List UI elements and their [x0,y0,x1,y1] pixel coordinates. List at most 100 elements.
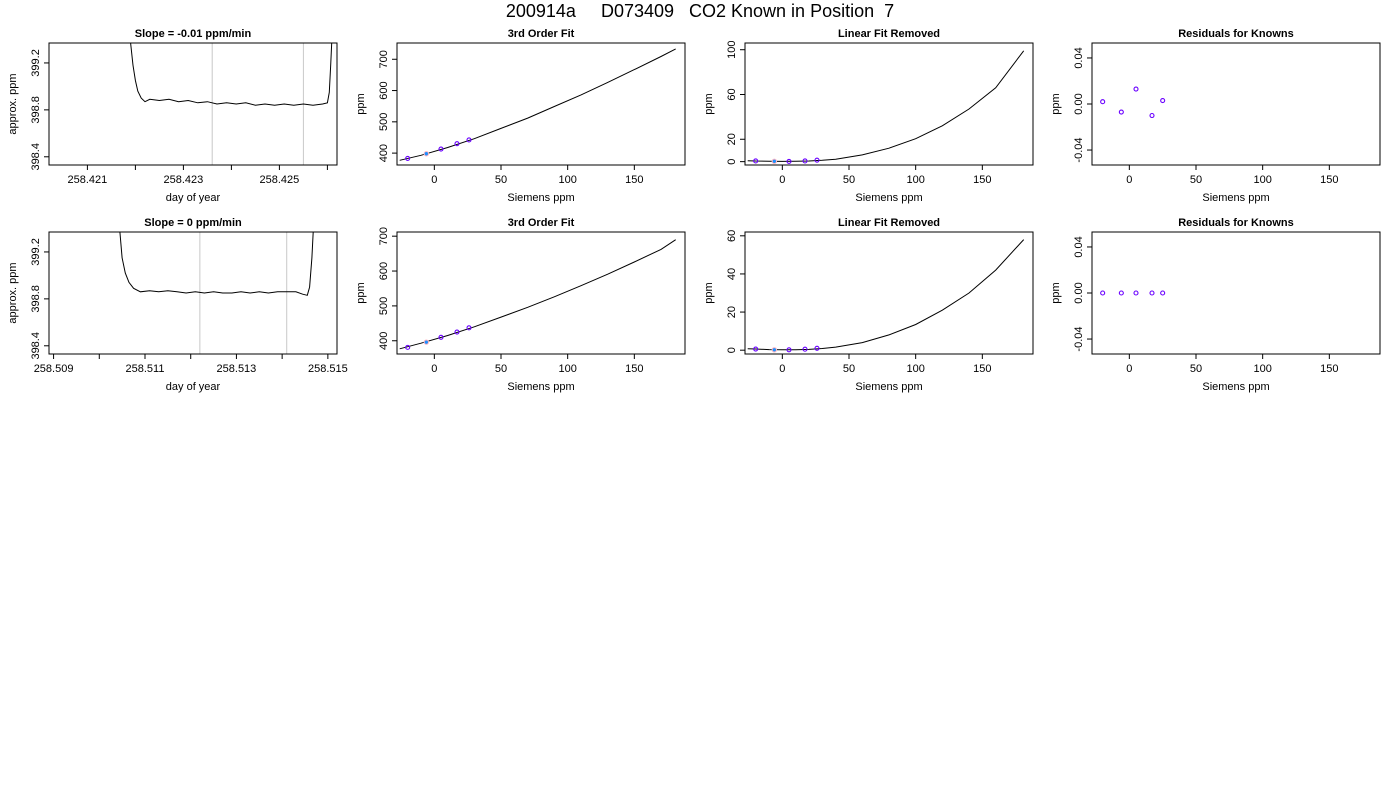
x-axis-label: Siemens ppm [1202,381,1269,393]
y-tick-label: -0.04 [1073,326,1085,351]
plot-area [1100,290,1166,296]
y-tick-label: 20 [726,133,738,145]
x-axis-label: Siemens ppm [1202,192,1269,204]
y-tick-label: 398.4 [30,332,42,360]
data-point [1133,86,1139,92]
y-tick-label: 600 [378,81,390,99]
plot-frame [396,42,686,166]
x-tick-label: 150 [625,363,643,375]
x-tick-label: 258.425 [260,174,300,186]
x-axis-label: day of year [166,192,221,204]
y-tick-label: 400 [378,144,390,162]
plot-frame [1091,231,1381,355]
data-point [814,157,820,163]
panel-r1c4: Residuals for Knowns Siemens ppm ppm 0 50 100… [1050,28,1381,204]
panel-title: Residuals for Knowns [1178,217,1294,229]
x-tick-label: 0 [431,363,437,375]
y-tick-label: 60 [726,88,738,100]
x-tick-label: 258.421 [68,174,108,186]
y-axis-label: ppm [1050,282,1062,303]
y-axis-label: approx. ppm [7,73,19,134]
panel-r2c4: Residuals for Knowns Siemens ppm ppm 0 50 100… [1050,217,1381,393]
data-point [466,325,472,331]
data-point [405,155,411,161]
x-axis-label: Siemens ppm [507,192,574,204]
plot-area [747,50,1025,165]
plot-frame [48,42,338,166]
plot-area [747,239,1025,353]
panel-title: Linear Fit Removed [838,217,940,229]
x-tick-label: 258.515 [308,363,348,375]
data-point [1100,99,1106,105]
data-trace-line [130,43,333,106]
x-tick-label: 150 [973,174,991,186]
x-tick-label: 100 [558,363,576,375]
plot-frame [1091,42,1381,166]
data-point [814,345,820,351]
panel-title: Slope = -0.01 ppm/min [135,28,252,40]
data-point [1133,290,1139,296]
y-tick-label: 0.04 [1073,47,1085,68]
reference-point [771,158,778,165]
y-axis-label: ppm [355,282,367,303]
data-point [454,141,460,147]
y-tick-label: 0.00 [1073,93,1085,114]
x-tick-label: 258.511 [126,363,165,375]
x-axis-label: Siemens ppm [855,381,922,393]
data-point [466,137,472,143]
y-tick-label: 0 [726,347,738,353]
x-tick-label: 0 [1126,174,1132,186]
reference-point [423,339,430,345]
plot-area [1100,86,1166,119]
data-point [1118,109,1124,115]
data-point [1118,290,1124,296]
x-tick-label: 150 [973,363,991,375]
panel-r2c1: Slope = 0 ppm/min day of year approx. ppm 2… [7,217,348,393]
y-tick-label: 399.2 [30,238,42,266]
data-point [802,158,808,164]
plot-area [130,43,333,165]
y-axis-label: ppm [703,93,715,114]
panel-r1c2: 3rd Order Fit Siemens ppm ppm 0 50 100 150 400 5… [355,28,686,204]
x-tick-label: 50 [1190,363,1202,375]
y-tick-label: 0 [726,159,738,165]
data-point [1160,290,1166,296]
x-tick-label: 50 [843,363,855,375]
y-tick-label: 400 [378,332,390,350]
data-point [1160,97,1166,104]
y-tick-label: 20 [726,306,738,318]
x-tick-label: 0 [779,363,785,375]
reference-point [771,347,778,353]
y-tick-label: 0.00 [1073,282,1085,303]
x-tick-label: 150 [1320,174,1338,186]
data-point [786,347,792,353]
panel-title: Linear Fit Removed [838,28,940,40]
x-tick-label: 0 [779,174,785,186]
data-point [1149,290,1155,296]
panel-title: 3rd Order Fit [508,28,575,40]
y-tick-label: 398.8 [30,285,42,313]
x-tick-label: 50 [843,174,855,186]
data-point [454,329,460,335]
panel-r1c3: Linear Fit Removed Siemens ppm ppm 0 50 100 15… [703,28,1034,204]
data-point [753,158,759,164]
x-tick-label: 258.423 [164,174,204,186]
plot-frame [396,231,686,355]
fit-curve-line [747,239,1025,351]
data-point [802,346,808,352]
data-point [438,334,444,340]
data-point [786,158,792,164]
y-tick-label: 100 [726,41,738,59]
y-tick-label: -0.04 [1073,137,1085,162]
plot-area [119,232,314,354]
page-title: 200914a D073409 CO2 Known in Position 7 [505,1,895,21]
y-tick-label: 700 [378,50,390,68]
y-axis-label: approx. ppm [7,262,19,323]
y-tick-label: 399.2 [30,49,42,77]
y-axis-label: ppm [355,93,367,114]
data-point [753,346,759,352]
x-axis-label: day of year [166,381,221,393]
x-tick-label: 50 [495,363,507,375]
panel-r1c1: Slope = -0.01 ppm/min day of year approx. … [7,28,338,204]
x-tick-label: 50 [495,174,507,186]
